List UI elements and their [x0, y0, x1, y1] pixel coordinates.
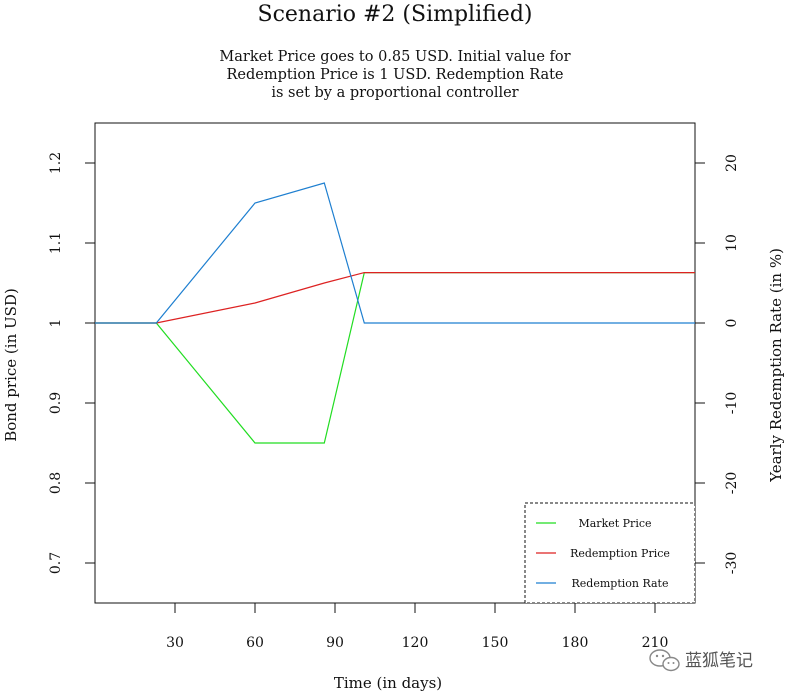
x-tick-label-150: 150: [482, 635, 509, 651]
x-tick-label-210: 210: [642, 635, 669, 651]
watermark: 蓝狐笔记: [649, 649, 753, 672]
y-left-tick-label-3: 1: [48, 319, 64, 328]
x-tick-label-180: 180: [562, 635, 589, 651]
y-right-tick-label-4: 10: [724, 234, 740, 252]
x-tick-label-30: 30: [166, 635, 184, 651]
series-line-market-price: [95, 272, 695, 444]
y-left-tick-label-1: 0.8: [48, 472, 64, 494]
legend-label-market-price: Market Price: [578, 517, 651, 530]
y-right-tick-label-5: 20: [724, 154, 740, 172]
x-tick-label-60: 60: [246, 635, 264, 651]
wechat-icon: [649, 649, 680, 672]
legend: Market Price Redemption Price Redemption…: [524, 502, 696, 604]
plot-area: [94, 122, 696, 604]
y-axis-right-title: Yearly Redemption Rate (in %): [767, 248, 785, 483]
chart-subtitle-line-2: Redemption Price is 1 USD. Redemption Ra…: [226, 67, 563, 83]
y-left-tick-label-4: 1.1: [48, 232, 64, 254]
y-right-tick-label-1: -20: [724, 472, 740, 495]
chart-subtitle-line-1: Market Price goes to 0.85 USD. Initial v…: [219, 49, 570, 65]
x-tick-label-120: 120: [402, 635, 429, 651]
legend-label-redemption-price: Redemption Price: [570, 547, 670, 560]
y-left-tick-label-5: 1.2: [48, 152, 64, 174]
y-axis-left: 0.7 0.8 0.9 1 1.1 1.2: [48, 152, 95, 574]
x-tick-label-90: 90: [326, 635, 344, 651]
series-line-redemption-price: [95, 272, 695, 324]
y-left-tick-label-0: 0.7: [48, 552, 64, 574]
chart-subtitle-line-3: is set by a proportional controller: [271, 85, 518, 101]
chart-title: Scenario #2 (Simplified): [258, 2, 533, 27]
watermark-text: 蓝狐笔记: [685, 651, 753, 671]
x-axis-title: Time (in days): [334, 674, 442, 692]
series-layer: [95, 182, 695, 444]
y-right-tick-label-0: -30: [724, 552, 740, 575]
legend-label-redemption-rate: Redemption Rate: [572, 577, 669, 590]
y-axis-right: -30 -20 -10 0 10 20: [695, 154, 740, 574]
y-left-tick-label-2: 0.9: [48, 392, 64, 414]
y-right-tick-label-3: 0: [724, 319, 740, 328]
y-right-tick-label-2: -10: [724, 392, 740, 415]
y-axis-left-title: Bond price (in USD): [2, 288, 20, 442]
x-axis: 30 60 90 120 150 180 210: [166, 603, 668, 651]
series-line-redemption-rate: [95, 182, 695, 324]
